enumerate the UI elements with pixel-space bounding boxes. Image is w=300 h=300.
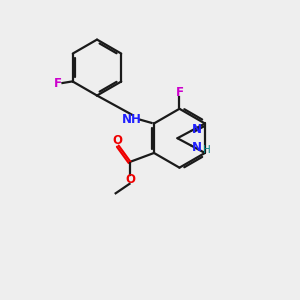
Text: H: H <box>203 145 211 155</box>
Text: F: F <box>54 76 62 89</box>
Text: O: O <box>125 173 135 186</box>
Text: N: N <box>191 141 202 154</box>
Text: F: F <box>176 86 183 99</box>
Text: N: N <box>191 123 202 136</box>
Text: O: O <box>112 134 122 147</box>
Text: NH: NH <box>122 112 142 126</box>
